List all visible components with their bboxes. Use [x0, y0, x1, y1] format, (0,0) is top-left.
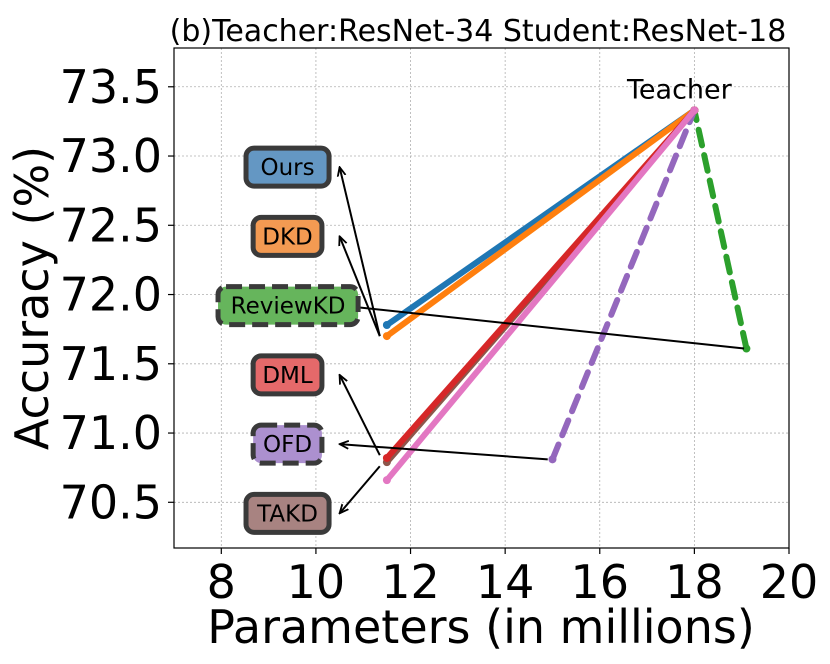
- annotation-label-ofd: OFD: [263, 432, 312, 458]
- annotation-label-ours: Ours: [260, 155, 314, 181]
- x-tick-label: 8: [207, 555, 236, 609]
- y-axis-label: Accuracy (%): [5, 146, 59, 450]
- annotation-label-reviewkd: ReviewKD: [231, 294, 346, 320]
- annotation-arrow: [340, 444, 548, 461]
- y-tick-labels: 70.5 71.0 71.5 72.0 72.5 73.0 73.5: [60, 60, 174, 529]
- teacher-label: Teacher: [626, 74, 733, 105]
- series-line--e377c2: [383, 107, 698, 484]
- y-tick-label: 73.0: [60, 129, 162, 183]
- chart-title: (b)Teacher:ResNet-34 Student:ResNet-18: [170, 14, 787, 49]
- data-point: [382, 476, 391, 485]
- y-tick-label: 71.5: [60, 337, 162, 391]
- annotation-label-takd: TAKD: [256, 501, 318, 527]
- series-line-reviewkd: [691, 107, 750, 352]
- annotation-box-reviewkd: [215, 284, 361, 328]
- annotation-box-takd: [243, 491, 332, 535]
- data-point: [690, 106, 699, 115]
- annotation-box-dkd: [250, 214, 325, 258]
- data-point: [742, 344, 751, 353]
- annotation-arrow: [340, 236, 381, 337]
- data-point: [382, 321, 391, 330]
- annotation-box-ours: [243, 145, 332, 189]
- annotation-arrow: [342, 306, 745, 350]
- annotation-arrow: [340, 167, 381, 337]
- series-line-ofd: [549, 107, 698, 463]
- annotations-group: Ours DKD ReviewKD DML OFD TAKD: [215, 145, 745, 535]
- y-tick-label: 70.5: [60, 475, 162, 529]
- y-tick-label: 72.5: [60, 198, 162, 252]
- series-group: [382, 106, 751, 485]
- annotation-box-dml: [250, 353, 325, 397]
- data-point: [382, 332, 391, 341]
- x-tick-label: 14: [476, 555, 535, 609]
- x-axis-label: Parameters (in millions): [207, 600, 755, 654]
- plot-frame: [173, 47, 790, 549]
- data-point: [382, 453, 391, 462]
- annotation-arrow: [340, 375, 381, 456]
- x-tick-label: 12: [381, 555, 440, 609]
- annotation-label-dkd: DKD: [262, 224, 313, 250]
- series-line-dkd: [383, 107, 698, 340]
- annotation-arrow: [340, 465, 381, 513]
- x-tick-label: 20: [760, 555, 819, 609]
- x-tick-label: 10: [287, 555, 346, 609]
- x-tick-labels: 8 10 12 14 16 18 20: [207, 548, 819, 609]
- x-tick-label: 18: [665, 555, 724, 609]
- y-tick-label: 73.5: [60, 60, 162, 114]
- x-tick-label: 16: [570, 555, 629, 609]
- annotation-box-ofd: [250, 422, 325, 466]
- data-point: [548, 455, 557, 464]
- y-tick-label: 72.0: [60, 268, 162, 322]
- annotation-label-dml: DML: [262, 363, 313, 389]
- y-tick-label: 71.0: [60, 406, 162, 460]
